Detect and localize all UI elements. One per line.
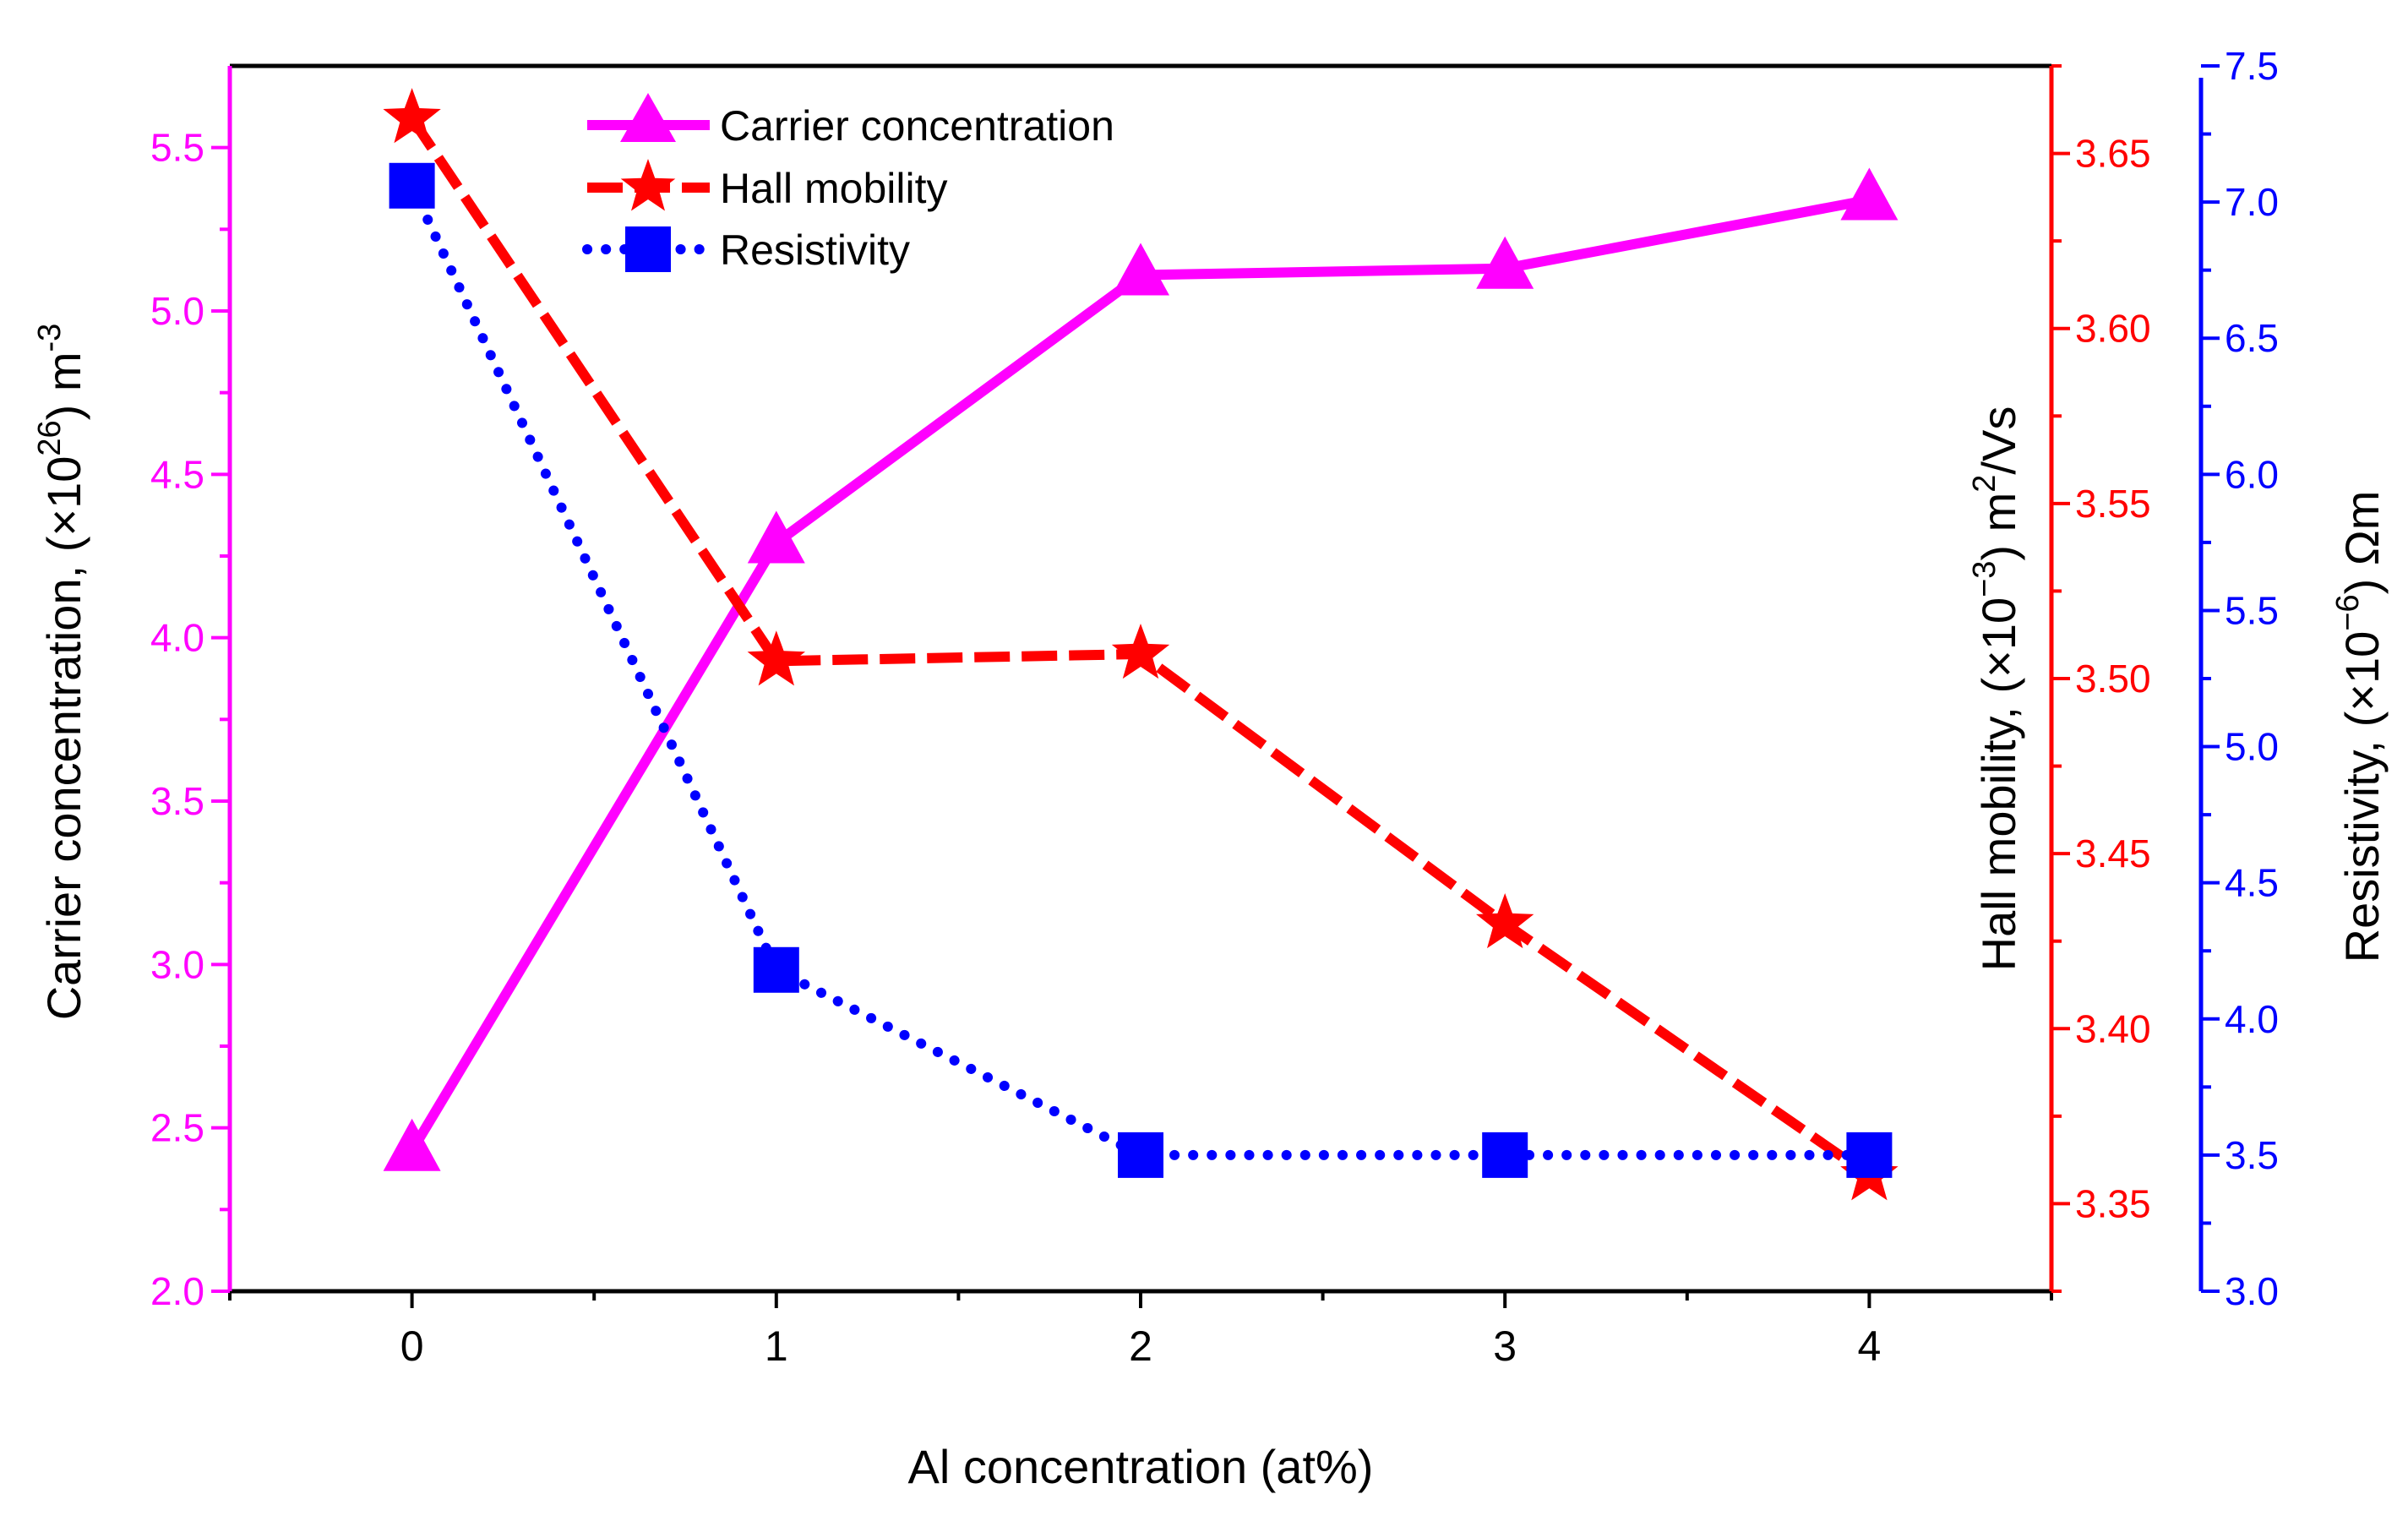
- data-point-hall: [747, 630, 805, 686]
- data-point-hall: [383, 88, 441, 144]
- data-point-carrier: [1840, 167, 1899, 221]
- middle-axis-title-tail: ) m: [1972, 493, 2025, 561]
- right-tick-label: 7.5: [2225, 44, 2279, 88]
- legend-label-resistivity: Resistivity: [720, 226, 910, 274]
- right-axis-title-main: Resistivity, (×10: [2335, 631, 2389, 963]
- series-line-triangle: [407, 194, 1871, 1153]
- series-line-square: [406, 180, 1875, 1160]
- right-axis-title: Resistivity, (×10−6) Ωm: [2330, 491, 2389, 963]
- x-axis-title: Al concentration (at%): [908, 1440, 1374, 1493]
- legend-label-hall: Hall mobility: [720, 165, 948, 212]
- legend-marker-resistivity: [625, 226, 671, 272]
- right-tick-label: 4.0: [2225, 997, 2279, 1041]
- middle-axis-title-end: /Vs: [1972, 406, 2025, 475]
- left-axis-title: Carrier concentration, (×1026) m-3: [32, 324, 90, 1021]
- right-axis-title-sup: −6: [2330, 594, 2366, 630]
- right-tick-label: 6.0: [2225, 452, 2279, 496]
- left-axis-title-sup: 26: [32, 420, 68, 455]
- left-tick-label: 3.0: [150, 942, 204, 986]
- x-tick-label: 2: [1129, 1322, 1152, 1370]
- right-tick-label: 3.5: [2225, 1133, 2279, 1177]
- data-point-carrier: [747, 510, 805, 564]
- data-point-carrier: [1476, 236, 1534, 289]
- left-tick-label: 5.5: [150, 126, 204, 170]
- left-tick-label: 2.5: [150, 1106, 204, 1150]
- legend-marker-carrier: [620, 93, 676, 142]
- middle-tick-label: 3.60: [2075, 307, 2151, 351]
- left-axis-title-tail: ) m: [37, 352, 90, 421]
- left-tick-label: 4.0: [150, 616, 204, 660]
- data-point-resistivity: [1118, 1132, 1163, 1178]
- right-tick-label: 5.5: [2225, 588, 2279, 632]
- series-layer: [383, 88, 1899, 1201]
- data-point-resistivity: [1482, 1132, 1528, 1178]
- left-tick-label: 3.5: [150, 779, 204, 823]
- data-point-carrier: [1112, 243, 1169, 296]
- middle-tick-label: 3.40: [2075, 1006, 2151, 1050]
- middle-axis-title-sup2: 2: [1967, 475, 2002, 493]
- x-tick-label: 0: [400, 1322, 424, 1370]
- data-point-resistivity: [753, 946, 799, 993]
- middle-tick-label: 3.45: [2075, 832, 2151, 875]
- middle-tick-label: 3.65: [2075, 132, 2151, 176]
- data-point-hall: [1476, 893, 1534, 949]
- ticks-layer: 0 1 2 3 4 2.0 2.5 3.0 3.5 4.0 4.5 5.0 5.5 3.35 3.40 3.4…: [150, 44, 2279, 1370]
- legend-marker-hall: [620, 159, 676, 211]
- data-point-carrier: [383, 1118, 441, 1171]
- middle-axis-title-sup: −3: [1967, 561, 2002, 597]
- x-tick-label: 4: [1857, 1322, 1881, 1370]
- data-point-resistivity: [389, 162, 435, 209]
- right-tick-label: 7.0: [2225, 180, 2279, 224]
- right-tick-label: 6.5: [2225, 316, 2279, 360]
- middle-axis-title-main: Hall mobility, (×10: [1972, 597, 2025, 971]
- x-tick-label: 1: [765, 1322, 788, 1370]
- left-axis-title-main: Carrier concentration, (×10: [37, 456, 90, 1021]
- right-tick-label: 4.5: [2225, 861, 2279, 905]
- left-tick-label: 2.0: [150, 1269, 204, 1313]
- middle-axis-title: Hall mobility, (×10−3) m2/Vs: [1967, 406, 2025, 972]
- x-tick-label: 3: [1493, 1322, 1517, 1370]
- middle-tick-label: 3.55: [2075, 482, 2151, 526]
- middle-tick-label: 3.50: [2075, 657, 2151, 701]
- left-tick-label: 4.5: [150, 452, 204, 496]
- right-tick-label: 5.0: [2225, 725, 2279, 769]
- legend: Carrier concentration Hall mobility Resi…: [582, 93, 1114, 274]
- data-point-resistivity: [1846, 1132, 1893, 1178]
- left-axis-title-sup2: -3: [32, 324, 68, 352]
- right-tick-label: 3.0: [2225, 1269, 2279, 1313]
- data-point-hall: [1111, 624, 1170, 679]
- middle-tick-label: 3.35: [2075, 1181, 2151, 1225]
- left-tick-label: 5.0: [150, 289, 204, 333]
- legend-label-carrier: Carrier concentration: [720, 102, 1114, 150]
- right-axis-title-tail: ) Ωm: [2335, 491, 2389, 595]
